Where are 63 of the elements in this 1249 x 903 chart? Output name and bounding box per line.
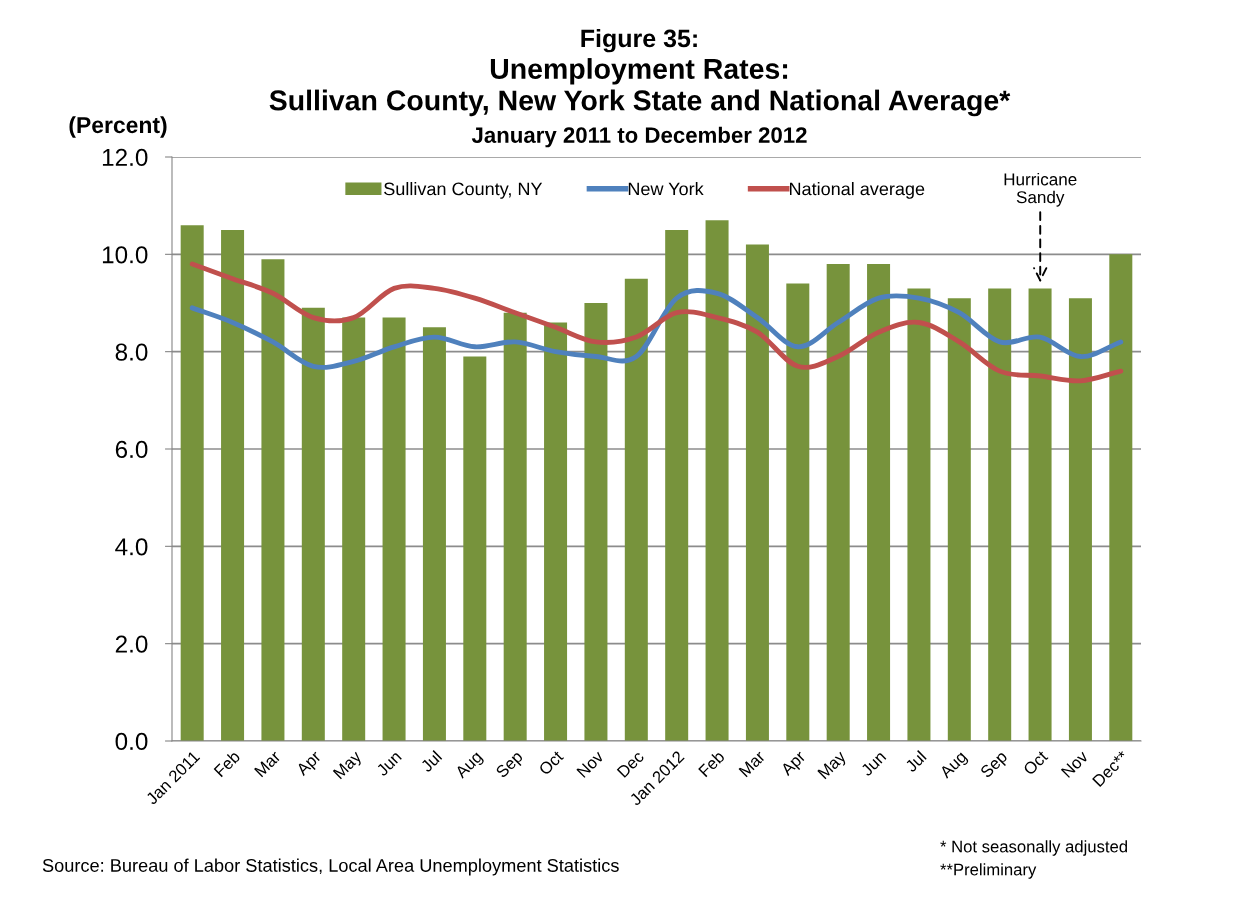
bar [665,230,689,741]
bar [261,259,285,741]
x-tick-label: Nov [1060,749,1090,778]
chart-subtitle: January 2011 to December 2012 [471,126,807,148]
x-tick-label: Sep [495,750,526,781]
y-tick-label: 6.0 [115,440,148,459]
text: * Not seasonally adjusted [940,840,1127,856]
annotation: Hurricane Sandy [1004,172,1077,207]
bar [422,327,446,741]
x-tick-label: May [817,749,850,782]
bar [867,264,891,741]
x-tick-label: Aug [454,750,486,782]
y-tick-label: 4.0 [115,538,148,556]
x-tick-label: Feb [213,749,241,778]
bar [180,225,204,741]
x-tick-label: Jul [904,750,927,773]
x-tick-label: Apr [295,749,325,779]
bar [1109,254,1133,741]
line-series [189,261,1124,384]
legend-label: Sullivan County, NY [384,182,543,199]
bar [463,356,487,741]
y-axis-title: (Percent) [69,116,167,138]
bar [221,230,245,741]
x-tick-label: Sep [979,750,1011,781]
bar [826,264,850,741]
bar [1068,298,1092,741]
x-tick-label: Aug [938,750,970,782]
legend-label: New York [628,182,704,196]
x-tick-label: Dec [616,750,645,778]
text: **Preliminary [940,863,1037,879]
bar [301,307,325,741]
x-tick-label: Oct [1022,749,1049,776]
legend-label: National average [790,182,925,199]
bar [988,288,1012,741]
y-tick-label: 8.0 [115,343,148,361]
x-tick-label: May [332,749,365,782]
x-tick-label: Mar [254,749,282,778]
y-tick-label: 0.0 [115,732,148,751]
x-tick-label: Oct [538,749,565,776]
bar [624,278,648,741]
x-tick-label: Feb [697,749,726,778]
bar [342,317,366,741]
bar [503,312,527,741]
x-tick-label: Jun [860,750,887,777]
x-tick-label: Mar [738,749,766,778]
y-tick-label: 12.0 [102,148,148,167]
bar [705,220,729,741]
x-tick-label: Jun [375,750,402,777]
bar [907,288,931,741]
bar [786,283,810,741]
bar [544,322,568,741]
chart-title: Figure 35: Unemployment Rates: Sullivan County, New York State and National Average* [269,28,1011,117]
bar [584,303,608,741]
x-tick-label: Jul [419,750,443,773]
y-tick-label: 2.0 [115,635,148,653]
x-tick-label: Apr [779,749,809,779]
bar [382,317,406,741]
bar [745,244,769,741]
bar [1028,288,1052,741]
source-note: Source: Bureau of Labor Statistics, Local Area Unemployment Statistics [42,858,619,876]
bar [947,298,971,741]
x-tick-label: Nov [576,749,605,778]
y-tick-label: 10.0 [102,246,148,264]
